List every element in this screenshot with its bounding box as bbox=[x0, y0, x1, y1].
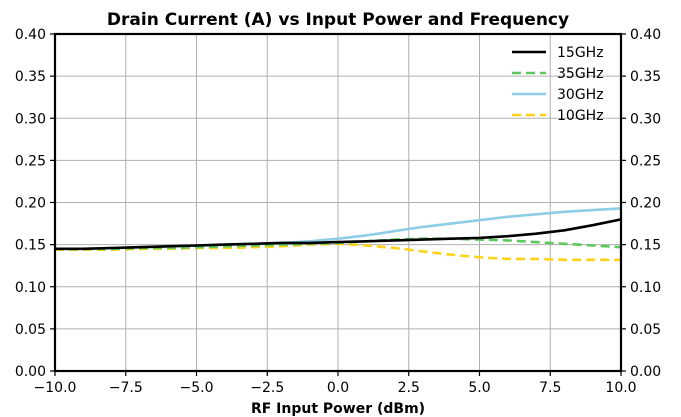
y-tick-label-right: 0.05 bbox=[630, 322, 661, 338]
x-tick-label: 10.0 bbox=[605, 380, 636, 396]
y-tick-label-left: 0.15 bbox=[15, 238, 46, 254]
y-tick-label-left: 0.10 bbox=[15, 280, 46, 296]
series-lines bbox=[55, 207, 622, 262]
x-tick-label: 5.0 bbox=[468, 380, 490, 396]
y-tick-label-left: 0.20 bbox=[15, 196, 46, 212]
y-tick-label-left: 0.35 bbox=[15, 69, 46, 85]
x-axis-label: RF Input Power (dBm) bbox=[251, 401, 425, 417]
y-tick-label-right: 0.30 bbox=[630, 111, 661, 127]
x-tick-label: 2.5 bbox=[398, 380, 420, 396]
y-tick-label-right: 0.20 bbox=[630, 196, 661, 212]
y-tick-label-right: 0.40 bbox=[630, 27, 661, 43]
y-tick-label-right: 0.25 bbox=[630, 153, 661, 169]
y-tick-label-right: 0.10 bbox=[630, 280, 661, 296]
y-tick-label-left: 0.25 bbox=[15, 153, 46, 169]
legend-label: 30GHz bbox=[557, 87, 604, 103]
legend-label: 10GHz bbox=[557, 108, 604, 124]
x-tick-label: −7.5 bbox=[109, 380, 143, 396]
y-tick-label-left: 0.05 bbox=[15, 322, 46, 338]
chart-title: Drain Current (A) vs Input Power and Fre… bbox=[107, 10, 569, 30]
y-tick-label-right: 0.35 bbox=[630, 69, 661, 85]
y-tick-label-left: 0.40 bbox=[15, 27, 46, 43]
x-tick-label: −10.0 bbox=[34, 380, 77, 396]
y-tick-label-left: 0.30 bbox=[15, 111, 46, 127]
x-tick-label: 7.5 bbox=[539, 380, 561, 396]
legend-label: 35GHz bbox=[557, 66, 604, 82]
legend: 15GHz 35GHz 30GHz 10GHz bbox=[512, 45, 604, 124]
legend-label: 15GHz bbox=[557, 45, 604, 61]
y-tick-label-right: 0.15 bbox=[630, 238, 661, 254]
y-tick-label-left: 0.00 bbox=[15, 364, 46, 380]
x-tick-label: −2.5 bbox=[250, 380, 284, 396]
x-tick-label: −5.0 bbox=[180, 380, 214, 396]
x-tick-label: 0.0 bbox=[327, 380, 349, 396]
series-line-15ghz bbox=[55, 218, 622, 251]
y-tick-label-right: 0.00 bbox=[630, 364, 661, 380]
axis-ticks: −10.0 −7.5 −5.0 −2.5 0.0 2.5 5.0 7.5 10.00.00 0.0… bbox=[15, 27, 661, 396]
